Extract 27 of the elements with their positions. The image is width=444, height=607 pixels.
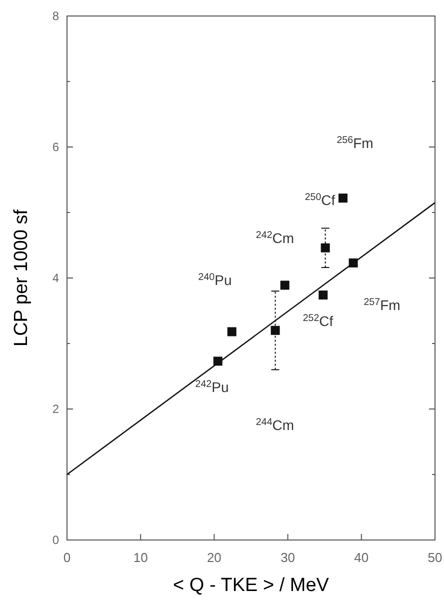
x-tick-label: 20 [206,550,222,565]
annotation: $^{242}$Pu [195,378,229,395]
y-tick-label: 2 [52,402,60,416]
point [338,194,348,203]
x-tick-label: 30 [280,550,296,565]
y-axis-title: LCP per 1000 sf [11,208,32,346]
point [227,327,236,336]
annotation: $^{256}$Fm [336,134,374,151]
x-tick-label: 0 [63,550,71,565]
annotation: $^{252}$Cf [302,312,334,329]
annotation: $^{257}$Fm [364,296,400,313]
x-tick-label: 50 [428,550,442,565]
annotation: $^{240}$Pu [198,272,232,288]
point [270,326,280,335]
point [280,280,290,290]
y-tick-label: 8 [52,9,60,24]
point [320,243,330,252]
y-tick-label: 6 [52,140,60,154]
annotation: $^{250}$Cf [304,192,336,208]
x-axis-title: < Q - TKE > / MeV [173,575,330,596]
point [318,290,328,300]
x-tick-label: 40 [354,550,369,565]
annotation: $^{242}$Cm [256,230,294,246]
y-tick-label: 0 [52,533,60,548]
y-tick-label: 4 [52,271,60,286]
x-tick-label: 10 [133,550,148,565]
annotation: $^{244}$Cm [256,416,294,433]
